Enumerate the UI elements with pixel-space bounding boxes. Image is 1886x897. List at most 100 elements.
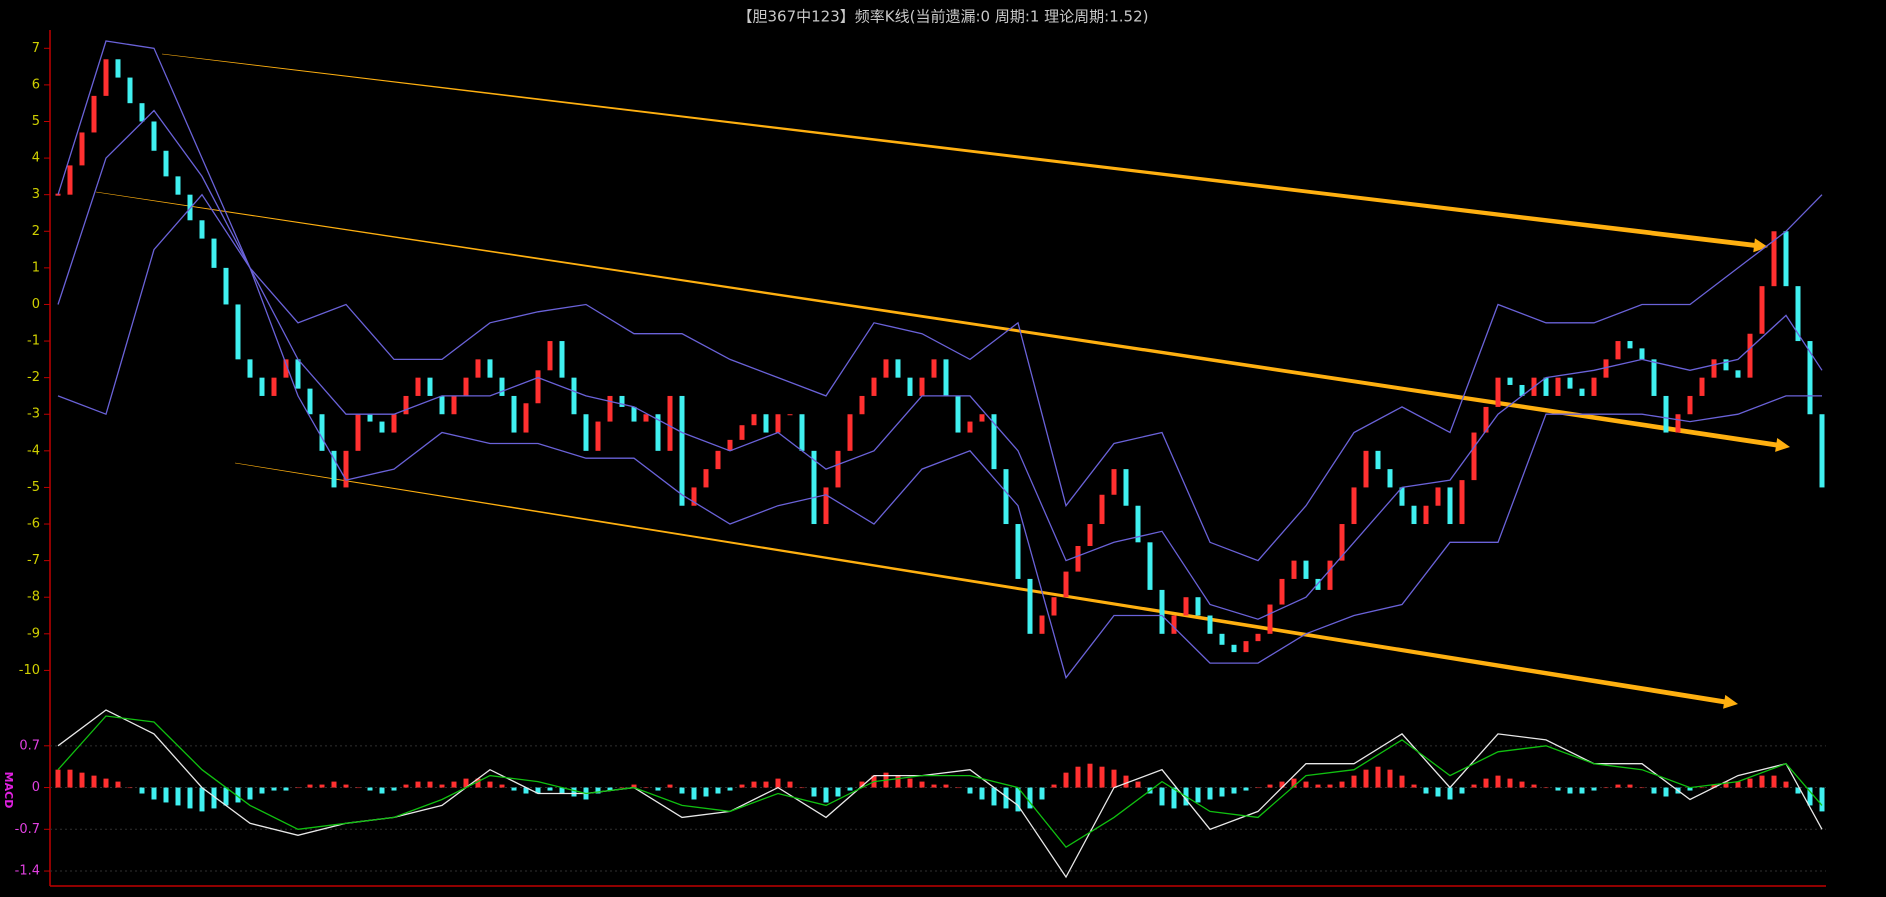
candle — [1735, 370, 1741, 378]
candle — [535, 370, 541, 404]
y-tick-label: 5 — [32, 114, 40, 129]
candle — [1015, 524, 1021, 579]
macd-bar — [1483, 778, 1489, 788]
macd-bar — [691, 787, 697, 800]
macd-bar — [1459, 787, 1465, 794]
macd-bar — [1231, 787, 1237, 794]
candle — [115, 59, 121, 78]
candle — [931, 359, 937, 378]
macd-bar — [1495, 775, 1501, 788]
candle — [583, 414, 589, 451]
macd-bar — [187, 787, 193, 809]
macd-bar — [55, 769, 61, 788]
macd-bar — [811, 787, 817, 797]
candle — [1183, 597, 1189, 616]
candle — [547, 341, 553, 371]
macd-bar — [319, 784, 325, 788]
macd-bar — [115, 781, 121, 788]
candle — [1723, 359, 1729, 371]
macd-bar — [151, 787, 157, 800]
candle — [1495, 377, 1501, 407]
candle — [127, 77, 133, 104]
macd-bar — [631, 784, 637, 788]
candle — [511, 395, 517, 433]
macd-bar — [1651, 787, 1657, 794]
candle — [1615, 341, 1621, 360]
candle — [1603, 359, 1609, 378]
macd-bar — [1555, 787, 1561, 791]
macd-bar — [1351, 775, 1357, 788]
y-tick-label: 6 — [32, 77, 40, 92]
candle — [1591, 377, 1597, 396]
macd-bar — [391, 787, 397, 791]
candle — [1051, 597, 1057, 616]
candle — [283, 359, 289, 378]
macd-bar — [1399, 775, 1405, 788]
macd-bar — [1807, 787, 1813, 806]
candle — [403, 395, 409, 415]
macd-bar — [1255, 787, 1261, 789]
candle — [835, 450, 841, 488]
y-tick-label: -0.7 — [15, 822, 40, 837]
macd-bar — [1567, 787, 1573, 794]
candle — [727, 439, 733, 451]
y-tick-label: -1 — [27, 334, 40, 349]
macd-bar — [1795, 787, 1801, 794]
macd-bar — [211, 787, 217, 809]
candle — [907, 377, 913, 396]
candle — [775, 414, 781, 433]
candle — [883, 359, 889, 378]
candle — [91, 95, 97, 133]
macd-bar — [895, 775, 901, 788]
candle — [751, 414, 757, 426]
candle — [991, 414, 997, 470]
candle — [487, 359, 493, 378]
macd-bar — [967, 787, 973, 794]
candle — [571, 377, 577, 415]
y-tick-label: 1 — [32, 260, 40, 275]
macd-bar — [163, 787, 169, 803]
candle — [595, 421, 601, 451]
series-line — [57, 40, 1823, 562]
candle — [451, 395, 457, 415]
candle — [1699, 377, 1705, 396]
candle — [1231, 644, 1237, 653]
macd-bar — [475, 778, 481, 788]
candle — [1663, 395, 1669, 433]
candle — [1267, 604, 1273, 634]
candle — [1351, 487, 1357, 525]
macd-bar — [343, 784, 349, 788]
macd-bar — [199, 787, 205, 812]
candle — [1747, 333, 1753, 378]
candle — [367, 414, 373, 422]
macd-bar — [559, 787, 565, 794]
candle — [175, 176, 181, 195]
macd-bar — [1375, 766, 1381, 788]
candle — [1783, 231, 1789, 287]
macd-bar — [571, 787, 577, 797]
macd-bar — [1627, 784, 1633, 788]
trend-arrows — [95, 53, 1791, 709]
candle — [1471, 432, 1477, 481]
macd-bar — [1471, 784, 1477, 788]
macd-bar — [1327, 784, 1333, 788]
candle — [475, 359, 481, 378]
series-line — [57, 715, 1823, 849]
macd-bar — [1579, 787, 1585, 794]
macd-bar — [91, 775, 97, 788]
macd-bar — [1819, 787, 1825, 812]
macd-bar — [1603, 787, 1609, 789]
macd-bar — [703, 787, 709, 797]
candle — [439, 395, 445, 415]
candle — [955, 395, 961, 433]
macd-bar — [835, 787, 841, 797]
candle — [211, 238, 217, 268]
macd-bar — [1315, 784, 1321, 788]
macd-bar — [1159, 787, 1165, 806]
macd-bar — [1723, 781, 1729, 788]
y-tick-label: 0 — [32, 780, 40, 795]
candle — [1567, 377, 1573, 389]
macd-bar — [1267, 784, 1273, 788]
candle — [691, 487, 697, 506]
macd-bar — [1615, 784, 1621, 788]
